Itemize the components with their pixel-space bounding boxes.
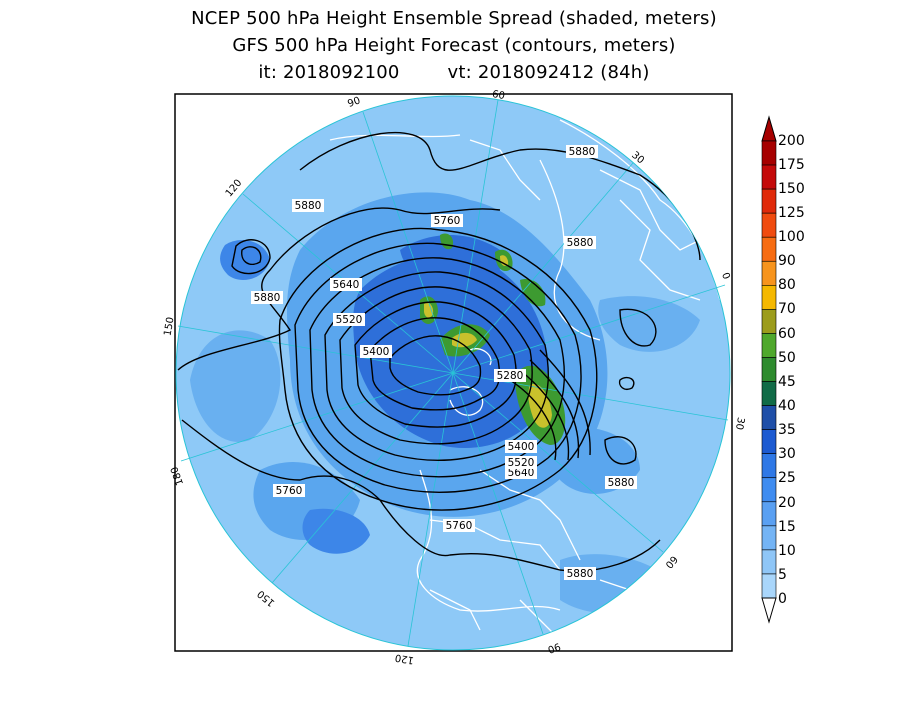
colorbar-label: 45 [778, 374, 796, 390]
lon-label: 150 [162, 316, 176, 337]
contour-label-group: 5520 [333, 313, 365, 326]
contour-label: 5400 [508, 441, 535, 453]
colorbar-cell [761, 333, 777, 358]
contour-label-group: 5880 [564, 567, 596, 580]
title-line-2: GFS 500 hPa Height Forecast (contours, m… [232, 35, 676, 56]
colorbar-cell [761, 357, 777, 382]
contour-label: 5640 [333, 279, 360, 291]
colorbar-label: 100 [778, 229, 805, 245]
colorbar-cell [761, 164, 777, 190]
colorbar-cell [761, 285, 777, 310]
colorbar-cell [761, 405, 777, 430]
contour-label-group: 5880 [292, 199, 324, 212]
colorbar-label: 10 [778, 543, 796, 559]
colorbar-label: 30 [778, 446, 796, 462]
contour-label-group: 5400 [360, 345, 392, 358]
contour-label: 5880 [254, 292, 281, 304]
colorbar-cell [761, 549, 777, 575]
colorbar-cell [761, 140, 777, 166]
height-contours [177, 131, 701, 572]
colorbar-cell [761, 236, 777, 262]
contour-label-group: 5760 [443, 519, 475, 532]
colorbar-label: 5 [778, 567, 787, 583]
colorbar-label: 0 [778, 591, 787, 607]
colorbar-cell [761, 573, 777, 599]
colorbar-label: 60 [778, 326, 796, 342]
colorbar-cell [761, 525, 777, 551]
contour-label: 5520 [508, 457, 535, 469]
contour-label: 5520 [336, 314, 363, 326]
colorbar-cell [761, 453, 777, 479]
contour-label: 5880 [567, 237, 594, 249]
colorbar-bottom-arrow [761, 597, 777, 624]
colorbar-cell [761, 429, 777, 454]
colorbar-cell [761, 188, 777, 214]
contour-label-group: 5880 [566, 145, 598, 158]
colorbar-cell [761, 260, 777, 286]
colorbar-top-arrow [761, 115, 777, 142]
contour-label: 5760 [434, 215, 461, 227]
contour-label-group: 5400 [505, 440, 537, 453]
lon-label: 90 [346, 95, 362, 110]
lon-label: 0 [719, 271, 732, 281]
contour-label: 5640 [508, 467, 535, 479]
colorbar-label: 15 [778, 519, 796, 535]
contour-label-group: 5280 [494, 369, 526, 382]
colorbar-cell [761, 501, 777, 527]
colorbar [761, 115, 777, 624]
colorbar-cell [761, 381, 777, 406]
contour-label: 5760 [446, 520, 473, 532]
contour-label: 5880 [608, 477, 635, 489]
contour-label-group: 5760 [273, 484, 305, 497]
colorbar-label: 40 [778, 398, 796, 414]
colorbar-label: 200 [778, 133, 805, 149]
contour-label-group: 5520 [505, 456, 537, 469]
colorbar-label: 25 [778, 470, 796, 486]
colorbar-label: 70 [778, 301, 796, 317]
colorbar-label: 20 [778, 495, 796, 511]
contour-label-group: 5880 [251, 291, 283, 304]
colorbar-cell [761, 309, 777, 334]
contour-label-group: 5880 [564, 236, 596, 249]
colorbar-label: 90 [778, 253, 796, 269]
colorbar-cell [761, 212, 777, 238]
contour-label: 5880 [295, 200, 322, 212]
colorbar-label: 35 [778, 422, 796, 438]
init-time-label: it: 2018092100 [258, 62, 400, 83]
colorbar-cell [761, 477, 777, 503]
contour-label: 5760 [276, 485, 303, 497]
title-line-3: it: 2018092100 vt: 2018092412 (84h) [0, 62, 908, 83]
contour-label-group: 5640 [505, 466, 537, 479]
contour-label: 5400 [363, 346, 390, 358]
colorbar-cells [761, 140, 777, 599]
lon-label: 30 [733, 416, 746, 430]
valid-time-label: vt: 2018092412 (84h) [447, 62, 650, 83]
colorbar-label: 50 [778, 350, 796, 366]
colorbar-label: 125 [778, 205, 805, 221]
contour-label-group: 5880 [605, 476, 637, 489]
colorbar-label: 80 [778, 277, 796, 293]
contour-labels: 5880 5880 5880 5880 5880 5880 5760 5760 … [251, 145, 637, 580]
title-line-1: NCEP 500 hPa Height Ensemble Spread (sha… [191, 8, 717, 29]
colorbar-label: 150 [778, 181, 805, 197]
lon-label: 90 [546, 640, 562, 655]
lon-label: 120 [394, 651, 415, 665]
contour-label-group: 5760 [431, 214, 463, 227]
colorbar-label: 175 [778, 157, 805, 173]
contour-label: 5880 [567, 568, 594, 580]
contour-label: 5280 [497, 370, 524, 382]
lon-label: 60 [491, 89, 505, 102]
contour-label: 5880 [569, 146, 596, 158]
contour-label-group: 5640 [330, 278, 362, 291]
